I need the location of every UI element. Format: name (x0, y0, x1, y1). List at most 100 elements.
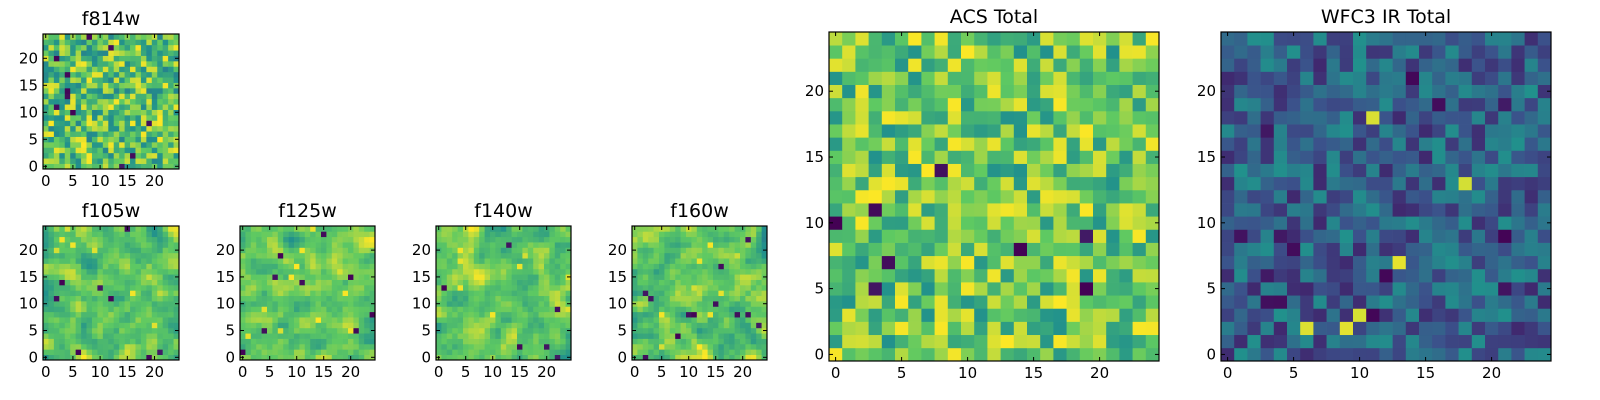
heatmap-cell (495, 343, 502, 350)
heatmap-cell (358, 231, 365, 238)
heatmap-cell (934, 242, 949, 257)
heatmap-cell (43, 39, 49, 46)
heatmap-cell (653, 231, 660, 238)
heatmap-cell (947, 97, 962, 112)
heatmap-cell (1119, 216, 1133, 230)
heatmap-cell (119, 44, 125, 51)
heatmap-cell (124, 115, 131, 121)
heatmap-cell (495, 301, 502, 307)
heatmap-cell (315, 354, 322, 361)
heatmap-cell (86, 311, 93, 318)
heatmap-cell (441, 279, 448, 286)
heatmap-cell (1445, 203, 1459, 217)
heatmap-cell (664, 284, 671, 291)
heatmap-cell (895, 84, 909, 99)
heatmap-cell (637, 343, 644, 350)
heatmap-cell (463, 268, 469, 275)
heatmap-cell (1511, 163, 1525, 178)
heatmap-cell (1027, 32, 1041, 46)
heatmap-cell (554, 284, 561, 291)
heatmap-cell (446, 317, 453, 323)
heatmap-cell (326, 295, 333, 302)
heatmap-cell (43, 343, 49, 350)
heatmap-cell (441, 311, 448, 318)
heatmap-cell (734, 236, 741, 243)
heatmap-cell (441, 338, 448, 345)
heatmap-cell (479, 263, 485, 270)
heatmap-cell (659, 274, 665, 280)
heatmap-cell (151, 82, 158, 89)
heatmap-cell (1221, 347, 1235, 362)
heatmap-cell (522, 284, 529, 291)
heatmap-cell (1419, 203, 1433, 217)
heatmap-cell (527, 295, 534, 302)
heatmap-cell (299, 258, 306, 264)
heatmap-cell (146, 290, 153, 297)
heatmap-cell (1013, 71, 1028, 85)
heatmap-cell (729, 242, 735, 248)
heatmap-cell (1013, 229, 1028, 243)
heatmap-cell (1247, 321, 1261, 336)
heatmap-cell (761, 231, 768, 238)
heatmap-cell (707, 263, 714, 270)
heatmap-cell (441, 301, 448, 307)
heatmap-cell (108, 82, 115, 89)
heatmap-cell (637, 354, 644, 361)
heatmap-cell (130, 333, 136, 339)
heatmap-cell (495, 295, 502, 302)
heatmap-cell (1119, 45, 1133, 59)
heatmap-cell (250, 295, 257, 302)
heatmap-cell (102, 44, 109, 51)
heatmap-cell (1066, 334, 1081, 349)
heatmap-cell (97, 66, 104, 73)
heatmap-cell (272, 349, 279, 355)
heatmap-cell (124, 349, 131, 355)
heatmap-cell (168, 158, 174, 164)
heatmap-cell (855, 242, 869, 257)
heatmap-cell (59, 343, 66, 350)
heatmap-cell (1300, 295, 1314, 309)
heatmap-cell (691, 354, 698, 361)
heatmap-cells (829, 32, 1160, 362)
heatmap-cell (250, 311, 257, 318)
heatmap-cell (157, 152, 164, 159)
heatmap-cell (310, 252, 316, 259)
heatmap-cell (1260, 308, 1275, 322)
heatmap-cell (321, 258, 327, 264)
heatmap-cell (908, 229, 922, 243)
heatmap-cell (124, 258, 131, 264)
heatmap-cell (675, 322, 681, 329)
heatmap-cell (261, 343, 268, 350)
heatmap-cell (1339, 308, 1354, 322)
heatmap-cell (168, 136, 174, 143)
heatmap-cell (1053, 71, 1067, 85)
heatmap-cell (113, 61, 120, 67)
heatmap-cell (1432, 189, 1446, 204)
heatmap-cell (140, 333, 147, 339)
heatmap-cell (1326, 321, 1341, 336)
heatmap-cell (500, 322, 507, 329)
heatmap-cell (908, 308, 922, 322)
heatmap-cell (1247, 216, 1261, 230)
heatmap-cell (1471, 58, 1486, 72)
heatmap-cell (745, 231, 752, 238)
heatmap-cell (102, 290, 109, 297)
heatmap-cell (48, 131, 55, 137)
heatmap-cell (1079, 32, 1094, 46)
heatmap-cell (895, 58, 909, 72)
heatmap-cell (261, 284, 268, 291)
heatmap-cell (664, 306, 671, 313)
heatmap-cell (245, 274, 252, 280)
heatmap-cell (1040, 137, 1054, 151)
heatmap-cell (1432, 334, 1446, 349)
heatmap-cell (506, 279, 512, 286)
heatmap-cell (102, 311, 109, 318)
heatmap-cell (358, 343, 365, 350)
heatmap-cell (1027, 71, 1041, 85)
heatmap-cell (829, 97, 843, 112)
heatmap-cell (842, 321, 856, 336)
heatmap-cell (1145, 308, 1160, 322)
heatmap-cell (1524, 347, 1539, 362)
heatmap-cell (267, 284, 273, 291)
